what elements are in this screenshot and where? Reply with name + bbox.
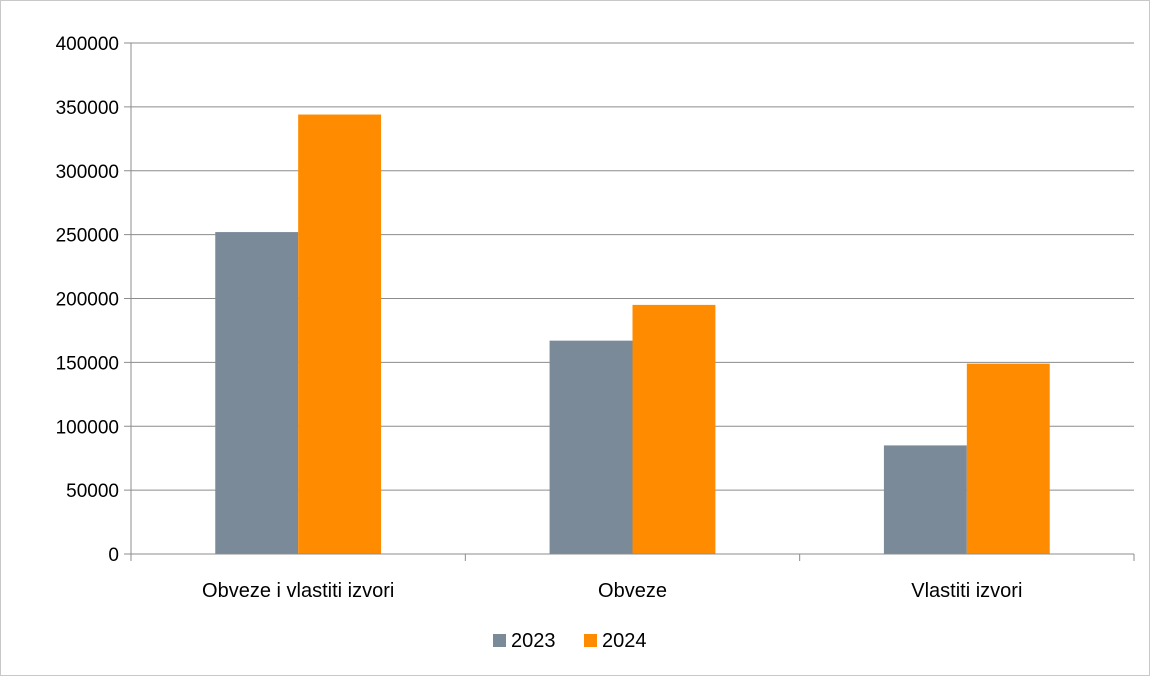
x-tick-label: Vlastiti izvori	[911, 580, 1022, 602]
x-axis-ticks: Obveze i vlastiti izvori Obveze Vlastiti i…	[202, 580, 1022, 602]
axes	[124, 42, 1135, 561]
legend-label-2024: 2024	[602, 630, 647, 652]
bars	[215, 114, 1050, 554]
y-axis-ticks: 0 50000 100000 150000 200000 250000 300000 3500…	[56, 34, 119, 566]
y-tick-label: 350000	[56, 98, 119, 119]
y-tick-label: 400000	[56, 34, 119, 55]
bar-2024-3	[966, 363, 1050, 554]
y-tick-label: 0	[108, 545, 119, 566]
y-tick-label: 50000	[66, 481, 119, 502]
legend-label-2023: 2023	[511, 630, 556, 652]
y-tick-label: 250000	[56, 226, 119, 247]
bar-2023-1	[215, 232, 299, 554]
y-tick-label: 300000	[56, 162, 119, 183]
bar-2024-2	[632, 304, 716, 554]
legend: 2023 2024	[493, 630, 647, 652]
bar-2023-2	[549, 340, 633, 554]
legend-swatch-2024	[584, 634, 597, 647]
y-tick-label: 200000	[56, 290, 119, 311]
bar-2023-3	[883, 445, 967, 554]
x-tick-label: Obveze i vlastiti izvori	[202, 580, 394, 602]
x-tick-label: Obveze	[598, 580, 667, 602]
y-tick-label: 150000	[56, 353, 119, 374]
bar-2024-1	[298, 114, 382, 554]
legend-swatch-2023	[493, 634, 506, 647]
y-tick-label: 100000	[56, 417, 119, 438]
